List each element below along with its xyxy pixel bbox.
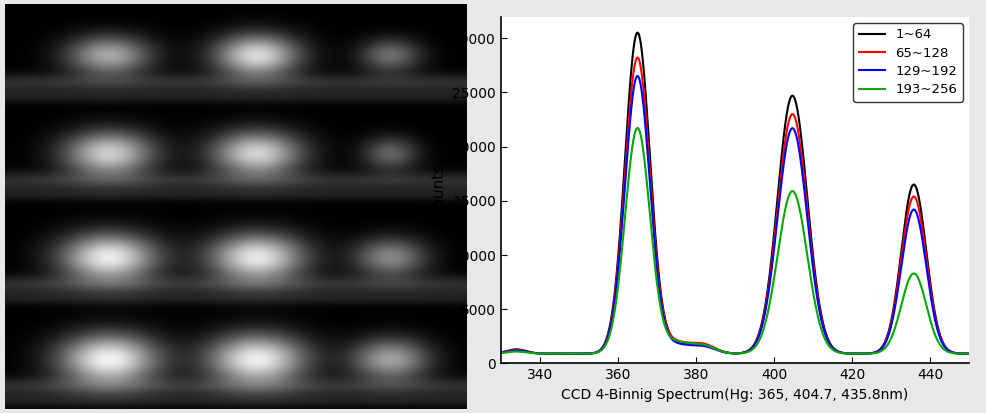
129~192 xyxy=(559,351,571,356)
65~128 xyxy=(718,349,730,354)
129~192 xyxy=(963,351,975,356)
1~64 xyxy=(692,342,704,347)
65~128 xyxy=(632,55,644,60)
Legend: 1~64, 65~128, 129~192, 193~256: 1~64, 65~128, 129~192, 193~256 xyxy=(853,23,962,102)
1~64 xyxy=(696,342,708,347)
Line: 1~64: 1~64 xyxy=(501,33,969,354)
65~128 xyxy=(963,351,975,356)
193~256 xyxy=(696,342,708,347)
65~128 xyxy=(835,350,847,355)
1~64 xyxy=(835,350,847,355)
X-axis label: CCD 4-Binnig Spectrum(Hg: 365, 404.7, 435.8nm): CCD 4-Binnig Spectrum(Hg: 365, 404.7, 43… xyxy=(561,388,909,402)
193~256 xyxy=(963,351,975,356)
193~256 xyxy=(692,341,704,346)
65~128 xyxy=(696,341,708,346)
193~256 xyxy=(632,126,644,131)
65~128 xyxy=(950,351,961,356)
1~64 xyxy=(632,30,644,35)
Line: 129~192: 129~192 xyxy=(501,76,969,354)
193~256 xyxy=(926,323,938,328)
1~64 xyxy=(495,350,507,355)
65~128 xyxy=(926,295,938,300)
Y-axis label: Counts: Counts xyxy=(432,164,447,216)
129~192 xyxy=(835,350,847,355)
65~128 xyxy=(559,351,571,356)
65~128 xyxy=(495,350,507,355)
1~64 xyxy=(718,349,730,354)
1~64 xyxy=(926,291,938,296)
1~64 xyxy=(950,351,961,356)
1~64 xyxy=(559,351,571,356)
1~64 xyxy=(963,351,975,356)
193~256 xyxy=(559,351,571,356)
193~256 xyxy=(950,351,961,356)
Line: 193~256: 193~256 xyxy=(501,128,969,354)
129~192 xyxy=(696,343,708,348)
129~192 xyxy=(926,300,938,305)
193~256 xyxy=(495,351,507,356)
193~256 xyxy=(718,349,730,354)
Line: 65~128: 65~128 xyxy=(501,57,969,354)
65~128 xyxy=(692,340,704,345)
193~256 xyxy=(835,351,847,356)
129~192 xyxy=(718,350,730,355)
129~192 xyxy=(950,351,961,356)
129~192 xyxy=(495,350,507,355)
129~192 xyxy=(632,74,644,78)
129~192 xyxy=(692,343,704,348)
